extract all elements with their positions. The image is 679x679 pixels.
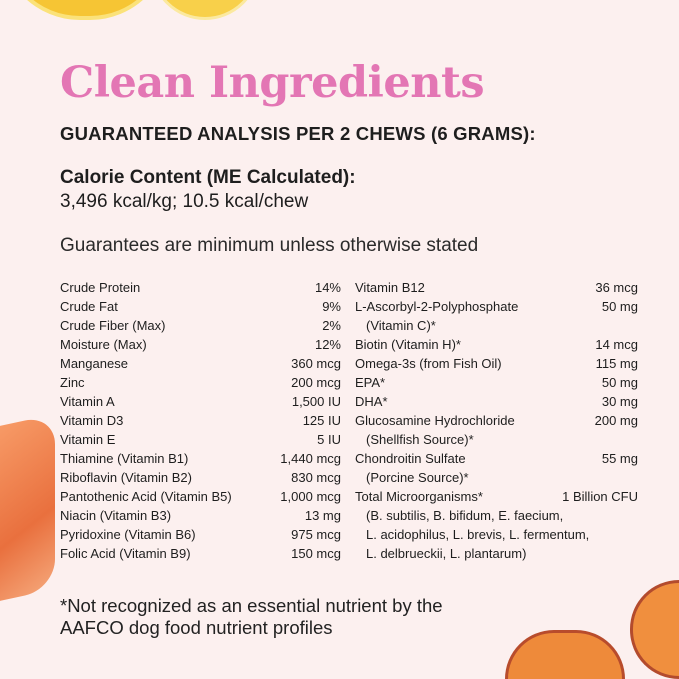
nutrient-name: Crude Protein [60, 280, 141, 295]
nutrient-row: Vitamin A 1,500 IU [60, 392, 341, 411]
nutrient-value: 5 IU [317, 432, 341, 447]
nutrient-row: Folic Acid (Vitamin B9) 150 mcg [60, 544, 341, 563]
nutrient-row: Pyridoxine (Vitamin B6) 975 mcg [60, 525, 341, 544]
nutrient-name: L-Ascorbyl-2-Polyphosphate [355, 299, 519, 314]
nutrient-value: 200 mcg [291, 375, 341, 390]
nutrient-list-right: Vitamin B12 36 mcg L-Ascorbyl-2-Polyphosph… [355, 278, 638, 563]
calorie-value: 3,496 kcal/kg; 10.5 kcal/chew [60, 191, 309, 212]
nutrient-row: Manganese 360 mcg [60, 354, 341, 373]
nutrient-row: Crude Fiber (Max) 2% [60, 316, 341, 335]
nutrient-name: Niacin (Vitamin B3) [60, 508, 172, 523]
sweet-potato-image [630, 580, 679, 679]
nutrient-value: 830 mcg [291, 470, 341, 485]
nutrient-name: Thiamine (Vitamin B1) [60, 451, 189, 466]
nutrient-value: 1,000 mcg [280, 489, 341, 504]
nutrient-row: Niacin (Vitamin B3) 13 mg [60, 506, 341, 525]
nutrient-row: Vitamin D3 125 IU [60, 411, 341, 430]
nutrient-row: Biotin (Vitamin H)* 14 mcg [355, 335, 638, 354]
page-title: Clean Ingredients [60, 58, 485, 108]
nutrient-value: 1,500 IU [291, 394, 341, 409]
nutrient-value: 200 mg [594, 413, 638, 428]
nutrient-value: 50 mg [601, 375, 638, 390]
nutrient-note: (Shellfish Source)* [366, 432, 474, 447]
nutrient-name: Glucosamine Hydrochloride [355, 413, 515, 428]
footnote-line: AAFCO dog food nutrient profiles [60, 617, 333, 638]
nutrient-name: Manganese [60, 356, 128, 371]
footnote-line: *Not recognized as an essential nutrient… [60, 595, 443, 616]
nutrient-name: Folic Acid (Vitamin B9) [60, 546, 191, 561]
nutrient-value: 55 mg [601, 451, 638, 466]
nutrient-row: Crude Fat 9% [60, 297, 341, 316]
nutrient-value: 9% [322, 299, 341, 314]
nutrient-value: 13 mg [304, 508, 341, 523]
nutrient-name: Vitamin E [60, 432, 116, 447]
nutrient-note: (Vitamin C)* [366, 318, 436, 333]
nutrient-name: DHA* [355, 394, 388, 409]
nutrient-name: Crude Fat [60, 299, 118, 314]
nutrient-note: (Porcine Source)* [366, 470, 469, 485]
sweet-potato-image [505, 630, 625, 679]
nutrient-name: Vitamin B12 [355, 280, 425, 295]
nutrient-name: Zinc [60, 375, 85, 390]
nutrient-row: Thiamine (Vitamin B1) 1,440 mcg [60, 449, 341, 468]
nutrient-row: Zinc 200 mcg [60, 373, 341, 392]
nutrient-name: Pyridoxine (Vitamin B6) [60, 527, 196, 542]
nutrient-note: (B. subtilis, B. bifidum, E. faecium, [366, 508, 564, 523]
nutrient-value: 150 mcg [291, 546, 341, 561]
nutrient-value: 125 IU [302, 413, 341, 428]
calorie-label: Calorie Content (ME Calculated): [60, 167, 356, 188]
nutrient-row: Total Microorganisms* 1 Billion CFU [355, 487, 638, 506]
nutrient-name: Pantothenic Acid (Vitamin B5) [60, 489, 232, 504]
lemon-slice-image [150, 0, 260, 20]
nutrient-value: 1,440 mcg [280, 451, 341, 466]
nutrient-value: 50 mg [601, 299, 638, 314]
nutrient-row: Glucosamine Hydrochloride 200 mg [355, 411, 638, 430]
nutrient-value: 12% [314, 337, 341, 352]
nutrient-name: Crude Fiber (Max) [60, 318, 166, 333]
nutrient-name: Vitamin A [60, 394, 115, 409]
nutrient-row: Pantothenic Acid (Vitamin B5) 1,000 mcg [60, 487, 341, 506]
guarantee-note: Guarantees are minimum unless otherwise … [60, 235, 479, 256]
nutrient-value: 30 mg [601, 394, 638, 409]
nutrient-note: L. acidophilus, L. brevis, L. fermentum, [366, 527, 590, 542]
nutrient-value: 14% [314, 280, 341, 295]
nutrient-name: Riboflavin (Vitamin B2) [60, 470, 192, 485]
nutrient-row: Crude Protein 14% [60, 278, 341, 297]
nutrient-row: Chondroitin Sulfate 55 mg [355, 449, 638, 468]
nutrient-list-left: Crude Protein 14% Crude Fat 9% Crude Fiber (… [60, 278, 341, 563]
nutrient-row: DHA* 30 mg [355, 392, 638, 411]
nutrient-row: Moisture (Max) 12% [60, 335, 341, 354]
nutrient-name: Chondroitin Sulfate [355, 451, 466, 466]
analysis-heading: GUARANTEED ANALYSIS PER 2 CHEWS (6 GRAMS… [60, 123, 536, 144]
nutrient-value: 360 mcg [291, 356, 341, 371]
salmon-image [0, 414, 55, 601]
footnote: *Not recognized as an essential nutrient… [60, 595, 443, 639]
nutrient-row: L-Ascorbyl-2-Polyphosphate 50 mg [355, 297, 638, 316]
nutrient-row: Omega-3s (from Fish Oil) 115 mg [355, 354, 638, 373]
nutrient-name: Moisture (Max) [60, 337, 147, 352]
nutrient-note: L. delbrueckii, L. plantarum) [366, 546, 527, 561]
nutrient-value: 36 mcg [595, 280, 638, 295]
nutrient-name: Vitamin D3 [60, 413, 124, 428]
nutrient-value: 975 mcg [291, 527, 341, 542]
nutrient-row: EPA* 50 mg [355, 373, 638, 392]
nutrient-name: EPA* [355, 375, 386, 390]
nutrient-row: Riboflavin (Vitamin B2) 830 mcg [60, 468, 341, 487]
nutrient-name: Biotin (Vitamin H)* [355, 337, 461, 352]
nutrient-value: 115 mg [595, 356, 638, 371]
nutrient-row: Vitamin B12 36 mcg [355, 278, 638, 297]
nutrient-row: Vitamin E 5 IU [60, 430, 341, 449]
nutrient-value: 14 mcg [595, 337, 638, 352]
nutrient-name: Omega-3s (from Fish Oil) [355, 356, 502, 371]
lemon-slice-image [0, 0, 170, 20]
nutrient-value: 2% [322, 318, 341, 333]
nutrient-value: 1 Billion CFU [562, 489, 638, 504]
nutrient-name: Total Microorganisms* [355, 489, 483, 504]
